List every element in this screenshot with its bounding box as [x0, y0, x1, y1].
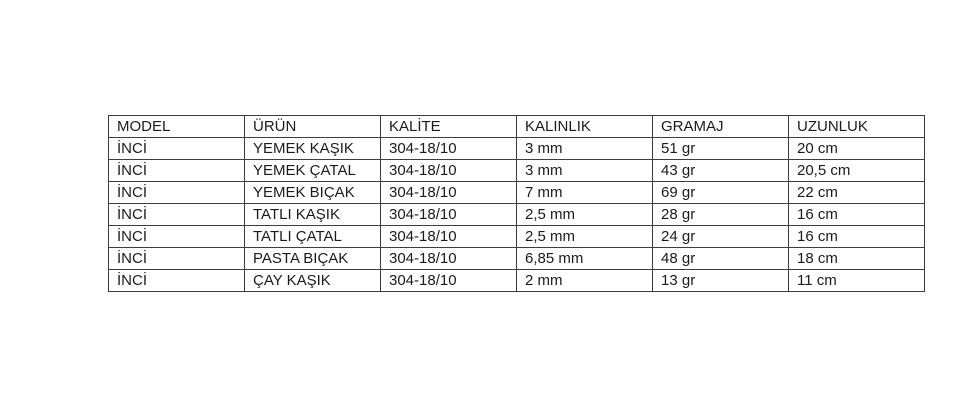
table-cell: 22 cm — [788, 181, 925, 204]
spec-table-head: MODEL ÜRÜN KALİTE KALINLIK GRAMAJ UZUNLUK — [108, 115, 925, 138]
spec-table: MODEL ÜRÜN KALİTE KALINLIK GRAMAJ UZUNLUK İNC… — [108, 115, 925, 292]
table-cell: İNCİ — [108, 203, 245, 226]
table-cell: 16 cm — [788, 225, 925, 248]
table-cell: 16 cm — [788, 203, 925, 226]
table-cell: İNCİ — [108, 247, 245, 270]
table-cell: İNCİ — [108, 269, 245, 292]
column-header: GRAMAJ — [652, 115, 789, 138]
table-cell: 51 gr — [652, 137, 789, 160]
table-cell: YEMEK BIÇAK — [244, 181, 381, 204]
table-cell: 18 cm — [788, 247, 925, 270]
column-header: KALİTE — [380, 115, 517, 138]
table-cell: İNCİ — [108, 181, 245, 204]
table-cell: PASTA BIÇAK — [244, 247, 381, 270]
table-cell: İNCİ — [108, 159, 245, 182]
table-row: İNCİ YEMEK ÇATAL 304-18/10 3 mm 43 gr 20,5 cm — [108, 159, 925, 182]
table-cell: 7 mm — [516, 181, 653, 204]
spec-table-container: MODEL ÜRÜN KALİTE KALINLIK GRAMAJ UZUNLUK İNC… — [108, 115, 925, 292]
table-cell: 48 gr — [652, 247, 789, 270]
table-cell: 3 mm — [516, 137, 653, 160]
table-cell: 11 cm — [788, 269, 925, 292]
table-cell: 20 cm — [788, 137, 925, 160]
table-cell: 28 gr — [652, 203, 789, 226]
table-row: İNCİ ÇAY KAŞIK 304-18/10 2 mm 13 gr 11 cm — [108, 269, 925, 292]
table-cell: 304-18/10 — [380, 137, 517, 160]
table-cell: 304-18/10 — [380, 269, 517, 292]
table-cell: 24 gr — [652, 225, 789, 248]
column-header: ÜRÜN — [244, 115, 381, 138]
table-row: İNCİ PASTA BIÇAK 304-18/10 6,85 mm 48 gr 18 c… — [108, 247, 925, 270]
table-cell: 304-18/10 — [380, 225, 517, 248]
table-cell: 2,5 mm — [516, 225, 653, 248]
table-cell: 6,85 mm — [516, 247, 653, 270]
table-cell: 304-18/10 — [380, 159, 517, 182]
column-header: MODEL — [108, 115, 245, 138]
header-row: MODEL ÜRÜN KALİTE KALINLIK GRAMAJ UZUNLUK — [108, 115, 925, 138]
column-header: KALINLIK — [516, 115, 653, 138]
table-row: İNCİ YEMEK BIÇAK 304-18/10 7 mm 69 gr 22 cm — [108, 181, 925, 204]
table-cell: 2,5 mm — [516, 203, 653, 226]
table-cell: YEMEK KAŞIK — [244, 137, 381, 160]
table-cell: 3 mm — [516, 159, 653, 182]
table-cell: 304-18/10 — [380, 181, 517, 204]
table-cell: 2 mm — [516, 269, 653, 292]
table-row: İNCİ TATLI KAŞIK 304-18/10 2,5 mm 28 gr 16 cm — [108, 203, 925, 226]
table-cell: İNCİ — [108, 137, 245, 160]
table-row: İNCİ TATLI ÇATAL 304-18/10 2,5 mm 24 gr 16 cm — [108, 225, 925, 248]
table-cell: ÇAY KAŞIK — [244, 269, 381, 292]
table-cell: TATLI KAŞIK — [244, 203, 381, 226]
table-cell: 20,5 cm — [788, 159, 925, 182]
table-cell: 13 gr — [652, 269, 789, 292]
table-cell: 304-18/10 — [380, 247, 517, 270]
column-header: UZUNLUK — [788, 115, 925, 138]
table-row: İNCİ YEMEK KAŞIK 304-18/10 3 mm 51 gr 20 cm — [108, 137, 925, 160]
table-cell: YEMEK ÇATAL — [244, 159, 381, 182]
table-cell: 69 gr — [652, 181, 789, 204]
table-cell: TATLI ÇATAL — [244, 225, 381, 248]
spec-table-body: İNCİ YEMEK KAŞIK 304-18/10 3 mm 51 gr 20 cm İN… — [108, 137, 925, 292]
table-cell: İNCİ — [108, 225, 245, 248]
table-cell: 304-18/10 — [380, 203, 517, 226]
table-cell: 43 gr — [652, 159, 789, 182]
